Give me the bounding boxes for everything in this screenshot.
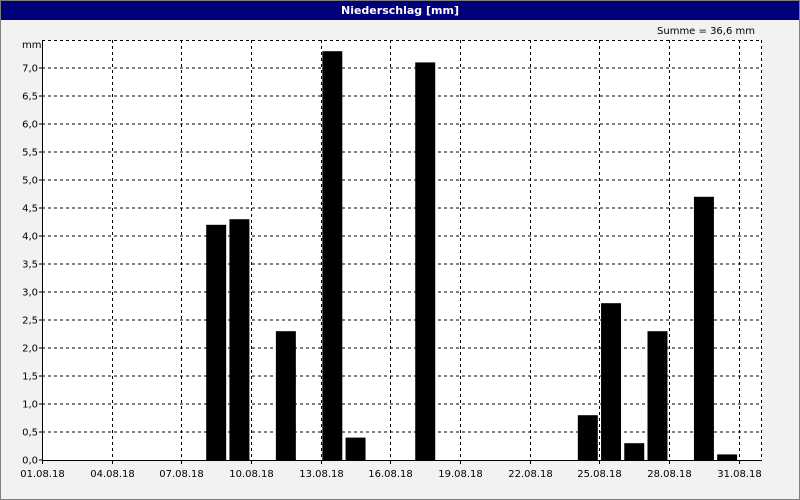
x-tick-label: 01.08.18 xyxy=(20,469,65,480)
y-tick-label: 1,0 xyxy=(22,400,38,411)
y-tick-label: 4,0 xyxy=(22,232,38,243)
x-tick-label: 19.08.18 xyxy=(438,469,483,480)
y-tick-label: 3,5 xyxy=(22,260,38,271)
x-tick-label: 07.08.18 xyxy=(159,469,204,480)
x-tick-label: 22.08.18 xyxy=(508,469,553,480)
bar-26.08.18 xyxy=(601,303,622,460)
y-tick-label: 2,0 xyxy=(22,344,38,355)
bar-27.08.18 xyxy=(624,443,645,460)
bars xyxy=(206,51,738,461)
y-tick-label: 6,5 xyxy=(22,92,38,103)
bar-09.08.18 xyxy=(206,224,227,460)
grid xyxy=(42,40,762,460)
bar-28.08.18 xyxy=(647,331,668,460)
bar-30.08.18 xyxy=(693,196,714,461)
y-tick-label: 5,0 xyxy=(22,176,38,187)
plot-area xyxy=(42,40,762,460)
bar-14.08.18 xyxy=(322,51,343,460)
x-tick-label: 04.08.18 xyxy=(90,469,135,480)
y-axis-unit-label: mm xyxy=(22,40,41,51)
sum-annotation: Summe = 36,6 mm xyxy=(657,26,755,37)
x-tick-label: 31.08.18 xyxy=(717,469,762,480)
axes: 0,0 0,5 1,0 1,5 2,0 2,5 3,0 3,5 4,0 4,5 5,0 5,5 6,0 6… xyxy=(20,40,762,480)
bar-31.08.18 xyxy=(717,454,738,460)
bar-18.08.18 xyxy=(415,62,436,461)
x-tick-label: 16.08.18 xyxy=(368,469,413,480)
y-tick-label: 4,5 xyxy=(22,204,38,215)
bar-15.08.18 xyxy=(345,437,366,460)
x-tick-label: 28.08.18 xyxy=(647,469,692,480)
bar-12.08.18 xyxy=(275,331,296,460)
y-tick-label: 0,5 xyxy=(22,428,38,439)
x-tick-label: 25.08.18 xyxy=(577,469,622,480)
x-tick-label: 10.08.18 xyxy=(229,469,274,480)
y-tick-label: 6,0 xyxy=(22,120,38,131)
y-tick-label: 1,5 xyxy=(22,372,38,383)
y-tick-label: 2,5 xyxy=(22,316,38,327)
x-tick-label: 13.08.18 xyxy=(299,469,344,480)
chart-title: Niederschlag [mm] xyxy=(1,1,799,20)
y-tick-label: 5,5 xyxy=(22,148,38,159)
y-tick-label: 0,0 xyxy=(22,456,38,467)
bar-10.08.18 xyxy=(229,219,250,460)
y-tick-label: 7,0 xyxy=(22,64,38,75)
bar-25.08.18 xyxy=(577,415,598,460)
y-tick-label: 3,0 xyxy=(22,288,38,299)
